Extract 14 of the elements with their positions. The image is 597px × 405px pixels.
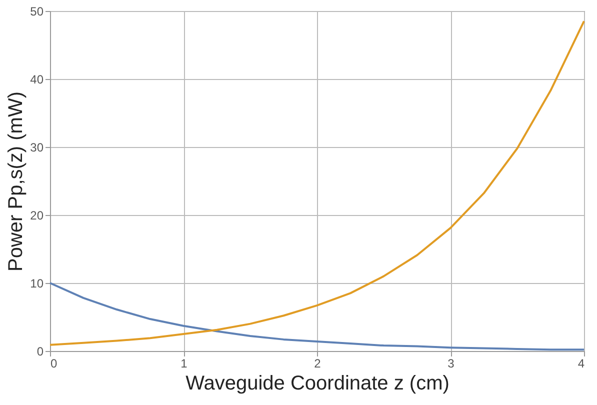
- x-tick-label: 3: [448, 356, 455, 370]
- y-tick-label: 40: [30, 72, 44, 86]
- x-tick-label: 1: [180, 356, 188, 370]
- line-series: [49, 20, 585, 346]
- y-tick-label: 50: [30, 4, 44, 18]
- y-tick-label: 0: [36, 344, 44, 358]
- x-tick-label: 2: [314, 356, 322, 370]
- y-tick-label: 30: [30, 140, 44, 154]
- y-axis-title: Power Pp,s(z) (mW): [5, 92, 28, 272]
- x-tick-label: 4: [578, 356, 585, 370]
- y-tick-label: 20: [30, 208, 44, 222]
- y-tick-label: 10: [30, 276, 44, 290]
- x-axis-title: Waveguide Coordinate z (cm): [186, 372, 450, 394]
- x-tick-label: 0: [50, 356, 58, 370]
